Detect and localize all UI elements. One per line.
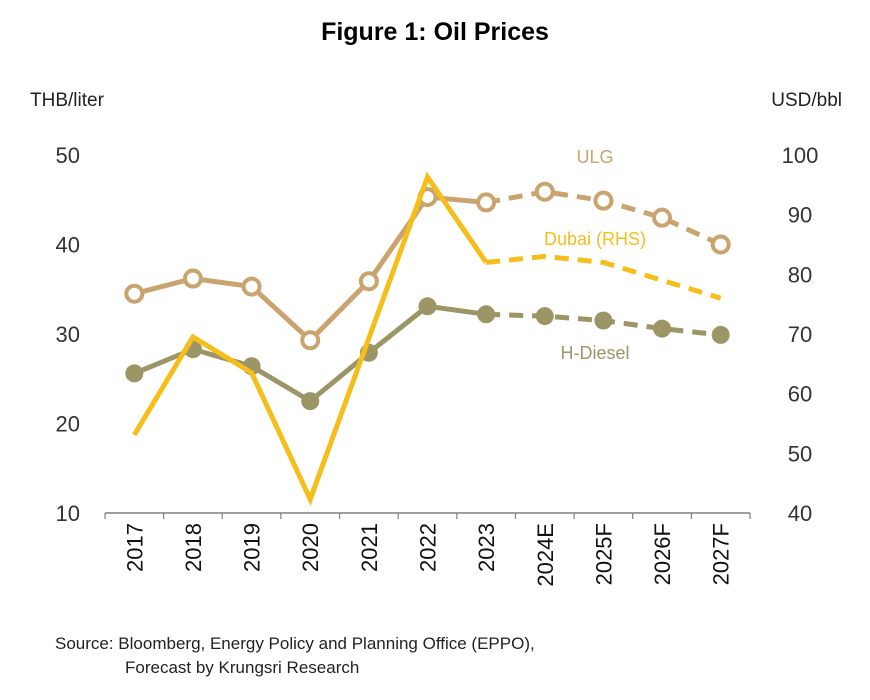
h-diesel-point bbox=[418, 297, 437, 316]
h-diesel-point bbox=[125, 364, 144, 383]
chart-title: Figure 1: Oil Prices bbox=[321, 18, 549, 46]
x-axis-tick-label: 2020 bbox=[298, 523, 323, 572]
ulg-point bbox=[124, 283, 145, 304]
ulg-point bbox=[476, 192, 497, 213]
left-axis-tick-label: 10 bbox=[56, 501, 80, 526]
left-axis-unit: THB/liter bbox=[30, 90, 105, 111]
dubai-rhs-line-forecast bbox=[485, 253, 722, 301]
x-axis-ticks: 2017 2018 2019 2020 2021 2022 2023 2024E 2025F 20… bbox=[104, 513, 751, 587]
h-diesel-point bbox=[535, 307, 554, 326]
ulg-point bbox=[241, 276, 262, 297]
x-axis-tick-label: 2022 bbox=[416, 523, 441, 572]
right-axis-tick-label: 70 bbox=[788, 322, 812, 347]
ulg-point bbox=[300, 330, 321, 351]
x-axis-tick-label: 2019 bbox=[240, 523, 265, 572]
x-axis-tick-label: 2024E bbox=[533, 523, 558, 587]
h-diesel-point bbox=[653, 319, 672, 338]
x-axis-tick-label: 2023 bbox=[474, 523, 499, 572]
right-axis-unit: USD/bbl bbox=[771, 90, 842, 111]
left-axis-tick-label: 20 bbox=[56, 412, 80, 437]
x-axis-tick-label: 2018 bbox=[181, 523, 206, 572]
right-axis-tick-label: 80 bbox=[788, 262, 812, 287]
ulg-point bbox=[710, 234, 731, 255]
left-axis-ticks: 10 20 30 40 50 bbox=[56, 143, 80, 526]
right-axis-tick-label: 90 bbox=[788, 203, 812, 228]
right-axis-tick-label: 40 bbox=[788, 501, 812, 526]
ulg-line-actual bbox=[133, 194, 487, 344]
right-axis-tick-label: 60 bbox=[788, 382, 812, 407]
right-axis-tick-label: 100 bbox=[782, 143, 819, 168]
dubai-rhs-line-actual bbox=[132, 171, 489, 506]
h-diesel-point bbox=[477, 305, 496, 324]
source-line-2: Forecast by Krungsri Research bbox=[125, 658, 360, 677]
h-diesel-point bbox=[594, 311, 613, 330]
x-axis-tick-label: 2027F bbox=[709, 523, 734, 585]
source-line-1: Source: Bloomberg, Energy Policy and Pla… bbox=[55, 634, 535, 653]
ulg-point bbox=[652, 207, 673, 228]
ulg-point bbox=[534, 181, 555, 202]
series-labels: ULG H-Diesel Dubai (RHS) bbox=[544, 147, 646, 363]
x-axis-tick-label: 2021 bbox=[357, 523, 382, 572]
right-axis-ticks: 40 50 60 70 80 90 100 bbox=[782, 143, 819, 526]
right-axis-tick-label: 50 bbox=[788, 441, 812, 466]
x-axis-tick-label: 2017 bbox=[122, 523, 147, 572]
ulg-point bbox=[358, 271, 379, 292]
h-diesel-point bbox=[301, 392, 320, 411]
oil-prices-chart: Figure 1: Oil Prices THB/liter USD/bbl 1… bbox=[30, 18, 842, 587]
left-axis-tick-label: 30 bbox=[56, 322, 80, 347]
left-axis-tick-label: 40 bbox=[56, 233, 80, 258]
ulg-point bbox=[182, 268, 203, 289]
x-axis-tick-label: 2026F bbox=[650, 523, 675, 585]
ulg-point bbox=[593, 190, 614, 211]
series-label: ULG bbox=[576, 147, 613, 167]
x-axis-tick-label: 2025F bbox=[591, 523, 616, 585]
series-label: H-Diesel bbox=[560, 343, 629, 363]
h-diesel-point bbox=[711, 325, 730, 344]
series-layer bbox=[124, 171, 731, 506]
series-label: Dubai (RHS) bbox=[544, 229, 646, 249]
source-note: Source: Bloomberg, Energy Policy and Pla… bbox=[55, 632, 535, 680]
left-axis-tick-label: 50 bbox=[56, 143, 80, 168]
